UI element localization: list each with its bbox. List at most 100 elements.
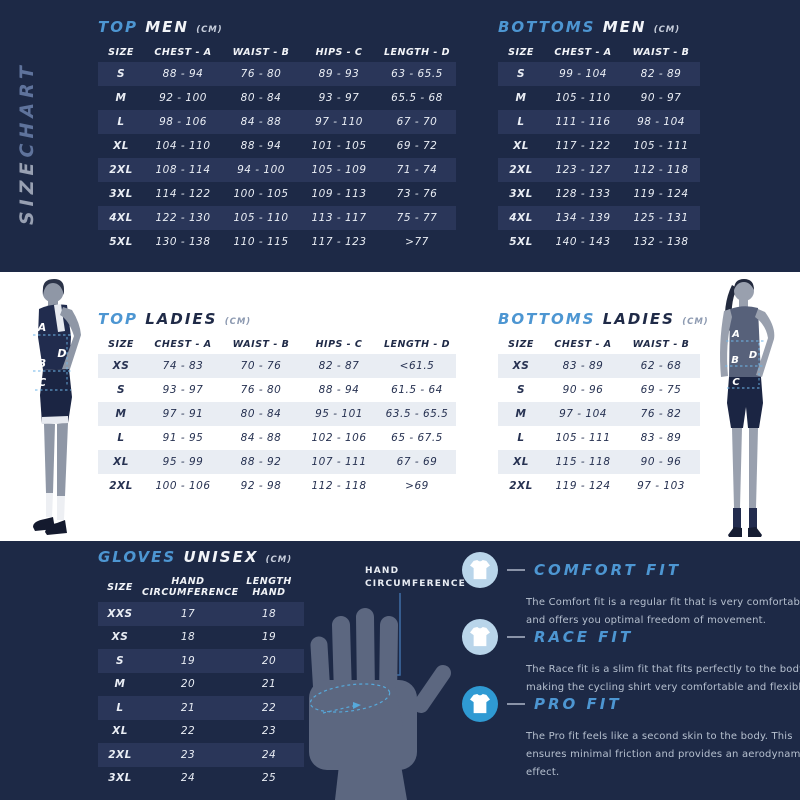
table-row: L 105 - 111 83 - 89 [498, 426, 700, 450]
value-cell: 22 [180, 725, 196, 738]
value-cell: 132 - 138 [633, 236, 689, 248]
size-cell: 2XL [509, 164, 533, 176]
title-main: MEN [145, 18, 189, 36]
fit-header: RACE FIT [462, 619, 797, 655]
table-title: BOTTOMS LADIES (CM) [498, 310, 708, 332]
table-row: M 20 21 [98, 673, 304, 697]
column-header: SIZE [108, 338, 134, 350]
value-cell: 119 - 124 [555, 480, 611, 492]
table-row: 2XL 23 24 [98, 743, 304, 767]
title-accent: TOP [98, 18, 138, 36]
size-cell: XXS [107, 607, 133, 620]
size-cell: M [115, 92, 127, 104]
value-cell: 19 [261, 631, 277, 644]
size-cell: L [117, 116, 125, 128]
title-main: MEN [602, 18, 647, 36]
title-main: LADIES [145, 310, 218, 328]
sizechart-word-chart: CHART [16, 61, 38, 158]
table-header-row: SIZE CHEST - A WAIST - B HIPS - C LENGTH - D [98, 44, 456, 60]
value-cell: 90 - 96 [562, 384, 604, 396]
value-cell: 105 - 110 [233, 212, 289, 224]
value-cell: 71 - 74 [396, 164, 438, 176]
value-cell: 107 - 111 [311, 456, 367, 468]
value-cell: 82 - 89 [640, 68, 682, 80]
fit-dash-line [507, 703, 525, 705]
column-header: LENGTH - D [384, 46, 450, 58]
comfort-fit-badge [462, 552, 498, 588]
column-header: CHEST - A [554, 338, 612, 350]
size-cell: 5XL [109, 236, 133, 248]
title-main: UNISEX [183, 548, 259, 566]
value-cell: 21 [261, 678, 277, 691]
fit-dash-line [507, 569, 525, 571]
male-model: A D B C [33, 279, 81, 535]
value-cell: 83 - 89 [640, 432, 682, 444]
table-row: 3XL 128 - 133 119 - 124 [498, 182, 700, 206]
table-header-row: SIZE CHEST - A WAIST - B [498, 44, 700, 60]
table-row: XS 83 - 89 62 - 68 [498, 354, 700, 378]
value-cell: 101 - 105 [311, 140, 367, 152]
race-fit-badge [462, 619, 498, 655]
value-cell: 88 - 94 [240, 140, 282, 152]
value-cell: 130 - 138 [155, 236, 211, 248]
title-unit: (CM) [265, 555, 293, 565]
hand-label-line1: HAND [365, 566, 400, 576]
value-cell: 109 - 113 [311, 188, 367, 200]
value-cell: 88 - 94 [318, 384, 360, 396]
value-cell: 112 - 118 [633, 164, 689, 176]
value-cell: 88 - 94 [162, 68, 204, 80]
column-header: WAIST - B [632, 338, 690, 350]
table-row: 2XL 108 - 114 94 - 100 105 - 109 71 - 74 [98, 158, 456, 182]
column-header: CHEST - A [154, 338, 212, 350]
value-cell: 100 - 106 [155, 480, 211, 492]
female-model: A B D C [720, 279, 775, 537]
value-cell: 61.5 - 64 [391, 384, 443, 396]
value-cell: 128 - 133 [555, 188, 611, 200]
title-unit: (CM) [682, 317, 709, 327]
size-cell: 4XL [509, 212, 533, 224]
value-cell: 114 - 122 [155, 188, 211, 200]
value-cell: 90 - 96 [640, 456, 682, 468]
size-cell: XS [111, 631, 129, 644]
column-header: SIZE [107, 581, 133, 593]
table-row: M 105 - 110 90 - 97 [498, 86, 700, 110]
table-title: GLOVES UNISEX (CM) [98, 548, 304, 570]
value-cell: 76 - 82 [640, 408, 682, 420]
sizechart-vertical-label: SIZECHART [16, 61, 44, 225]
value-cell: 67 - 70 [396, 116, 438, 128]
value-cell: 22 [261, 701, 277, 714]
value-cell: 91 - 95 [162, 432, 204, 444]
table-row: L 21 22 [98, 696, 304, 720]
column-header: WAIST - B [232, 338, 290, 350]
male-letter-d: D [57, 347, 66, 360]
sizechart-word-size: SIZE [16, 157, 38, 225]
size-cell: 3XL [108, 772, 132, 785]
value-cell: 93 - 97 [162, 384, 204, 396]
value-cell: 105 - 109 [311, 164, 367, 176]
size-cell: XS [512, 360, 530, 372]
value-cell: 92 - 98 [240, 480, 282, 492]
value-cell: 25 [261, 772, 277, 785]
value-cell: 105 - 111 [633, 140, 689, 152]
value-cell: 110 - 115 [233, 236, 289, 248]
male-letter-c: C [38, 376, 46, 389]
value-cell: 108 - 114 [155, 164, 211, 176]
value-cell: 123 - 127 [555, 164, 611, 176]
value-cell: <61.5 [399, 360, 435, 372]
column-header: WAIST - B [632, 46, 690, 58]
female-letter-b: B [731, 355, 739, 366]
value-cell: 17 [180, 607, 196, 620]
table-row: 2XL 123 - 127 112 - 118 [498, 158, 700, 182]
size-cell: 3XL [109, 188, 133, 200]
value-cell: 63.5 - 65.5 [385, 408, 449, 420]
table-row: XXS 17 18 [98, 602, 304, 626]
size-cell: 4XL [109, 212, 133, 224]
table-header-row: SIZE CHEST - A WAIST - B HIPS - C LENGTH - D [98, 336, 456, 352]
value-cell: 80 - 84 [240, 92, 282, 104]
male-measure-lines [33, 334, 73, 391]
column-header: SIZE [508, 46, 534, 58]
value-cell: 90 - 97 [640, 92, 682, 104]
value-cell: 69 - 75 [640, 384, 682, 396]
value-cell: 98 - 106 [159, 116, 207, 128]
title-accent: BOTTOMS [498, 18, 596, 36]
